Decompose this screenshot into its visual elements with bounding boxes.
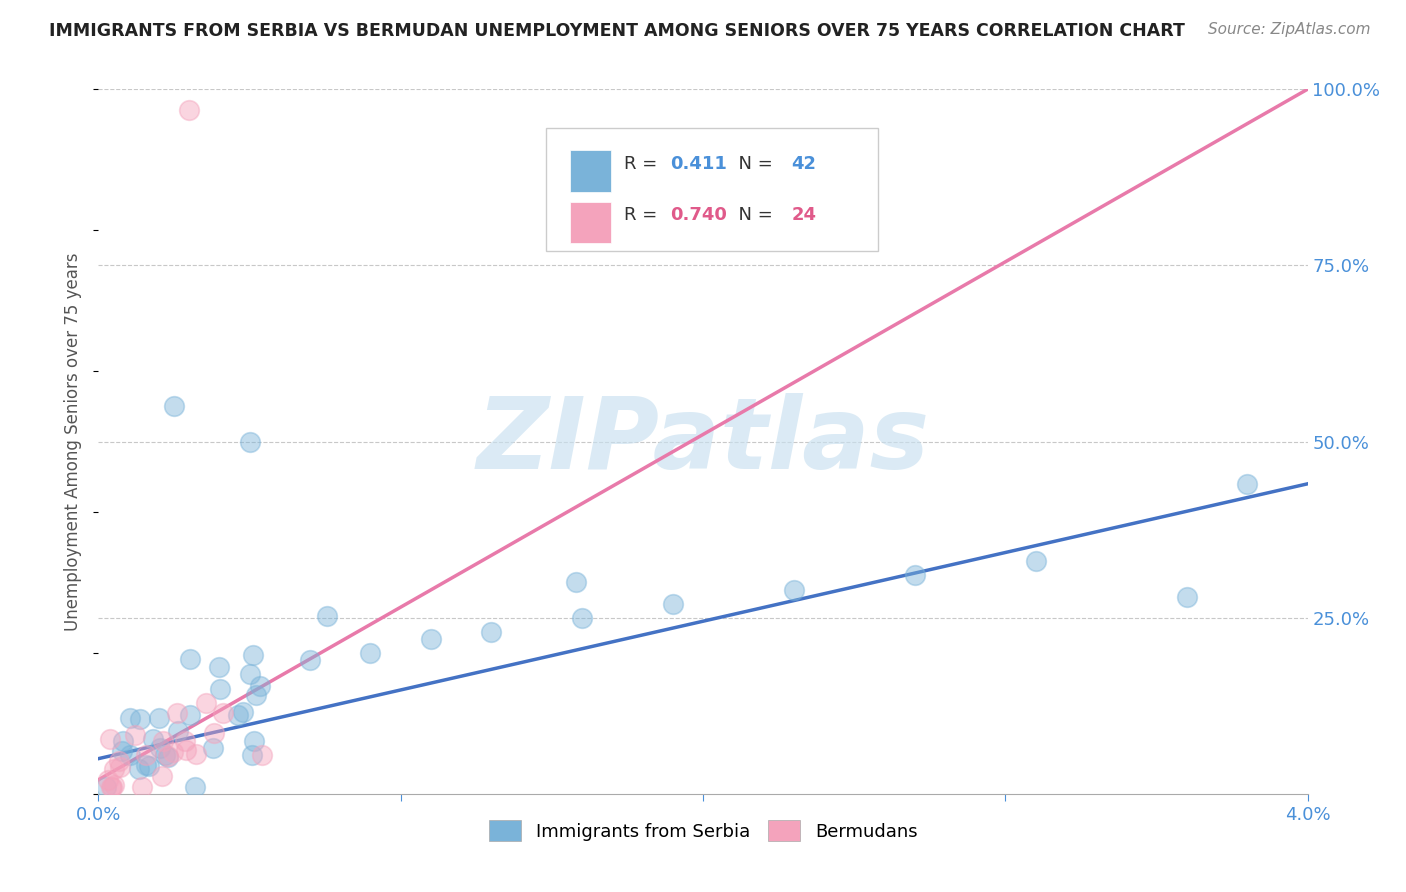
- Point: [98, 731, 121, 746]
- Text: 0.740: 0.740: [671, 206, 727, 224]
- Point: [904, 568, 927, 582]
- Point: [184, 780, 207, 794]
- Point: [661, 597, 683, 611]
- Point: [571, 610, 593, 624]
- Point: [149, 741, 172, 756]
- Point: [162, 745, 184, 759]
- Text: IMMIGRANTS FROM SERBIA VS BERMUDAN UNEMPLOYMENT AMONG SENIORS OVER 75 YEARS CORR: IMMIGRANTS FROM SERBIA VS BERMUDAN UNEMP…: [49, 22, 1185, 40]
- Point: [108, 760, 131, 774]
- Point: [131, 780, 153, 794]
- Point: [1236, 476, 1258, 491]
- Point: [142, 731, 165, 746]
- Point: [242, 648, 264, 663]
- Point: [148, 711, 170, 725]
- Point: [157, 750, 180, 764]
- Point: [201, 741, 224, 756]
- Text: R =: R =: [624, 206, 664, 224]
- Point: [118, 747, 141, 762]
- Point: [299, 653, 322, 667]
- Point: [481, 624, 503, 639]
- Point: [239, 434, 262, 449]
- Text: 0.411: 0.411: [671, 155, 727, 173]
- Point: [1175, 590, 1198, 604]
- Text: N =: N =: [727, 206, 779, 224]
- Point: [252, 748, 274, 763]
- Point: [128, 762, 150, 776]
- Point: [163, 399, 186, 413]
- Point: [124, 728, 146, 742]
- Text: R =: R =: [624, 155, 664, 173]
- Point: [118, 710, 141, 724]
- Point: [97, 772, 120, 787]
- Point: [245, 689, 267, 703]
- Point: [565, 575, 588, 590]
- Point: [239, 667, 262, 681]
- Point: [1025, 554, 1047, 568]
- Point: [129, 712, 152, 726]
- Point: [103, 778, 125, 792]
- Point: [316, 608, 339, 623]
- Point: [184, 747, 207, 761]
- Point: [209, 681, 232, 696]
- Legend: Immigrants from Serbia, Bermudans: Immigrants from Serbia, Bermudans: [481, 813, 925, 848]
- Point: [195, 696, 218, 710]
- Point: [226, 707, 249, 722]
- Point: [212, 706, 235, 720]
- Point: [232, 705, 254, 719]
- Point: [173, 733, 195, 747]
- Text: N =: N =: [727, 155, 779, 173]
- Point: [111, 733, 134, 747]
- Point: [100, 780, 122, 794]
- Point: [135, 757, 157, 772]
- Point: [240, 747, 263, 762]
- Point: [111, 744, 134, 758]
- FancyBboxPatch shape: [569, 151, 612, 192]
- Point: [152, 733, 174, 747]
- Point: [243, 733, 266, 747]
- FancyBboxPatch shape: [546, 128, 879, 252]
- Point: [138, 758, 160, 772]
- Point: [166, 723, 188, 738]
- Point: [179, 652, 201, 666]
- Point: [249, 679, 271, 693]
- Point: [135, 748, 157, 763]
- Text: ZIPatlas: ZIPatlas: [477, 393, 929, 490]
- Point: [101, 780, 124, 794]
- Point: [174, 743, 197, 757]
- Point: [94, 780, 117, 794]
- Point: [202, 726, 225, 740]
- Point: [360, 646, 382, 660]
- Text: 42: 42: [792, 155, 817, 173]
- Point: [783, 582, 806, 597]
- Point: [179, 707, 201, 722]
- FancyBboxPatch shape: [569, 202, 612, 244]
- Point: [179, 103, 201, 118]
- Text: Source: ZipAtlas.com: Source: ZipAtlas.com: [1208, 22, 1371, 37]
- Point: [150, 769, 173, 783]
- Y-axis label: Unemployment Among Seniors over 75 years: Unemployment Among Seniors over 75 years: [65, 252, 83, 631]
- Point: [108, 754, 131, 768]
- Point: [157, 749, 180, 764]
- Point: [153, 748, 176, 763]
- Point: [208, 660, 231, 674]
- Point: [166, 706, 188, 720]
- Point: [420, 632, 443, 646]
- Text: 24: 24: [792, 206, 817, 224]
- Point: [103, 762, 125, 776]
